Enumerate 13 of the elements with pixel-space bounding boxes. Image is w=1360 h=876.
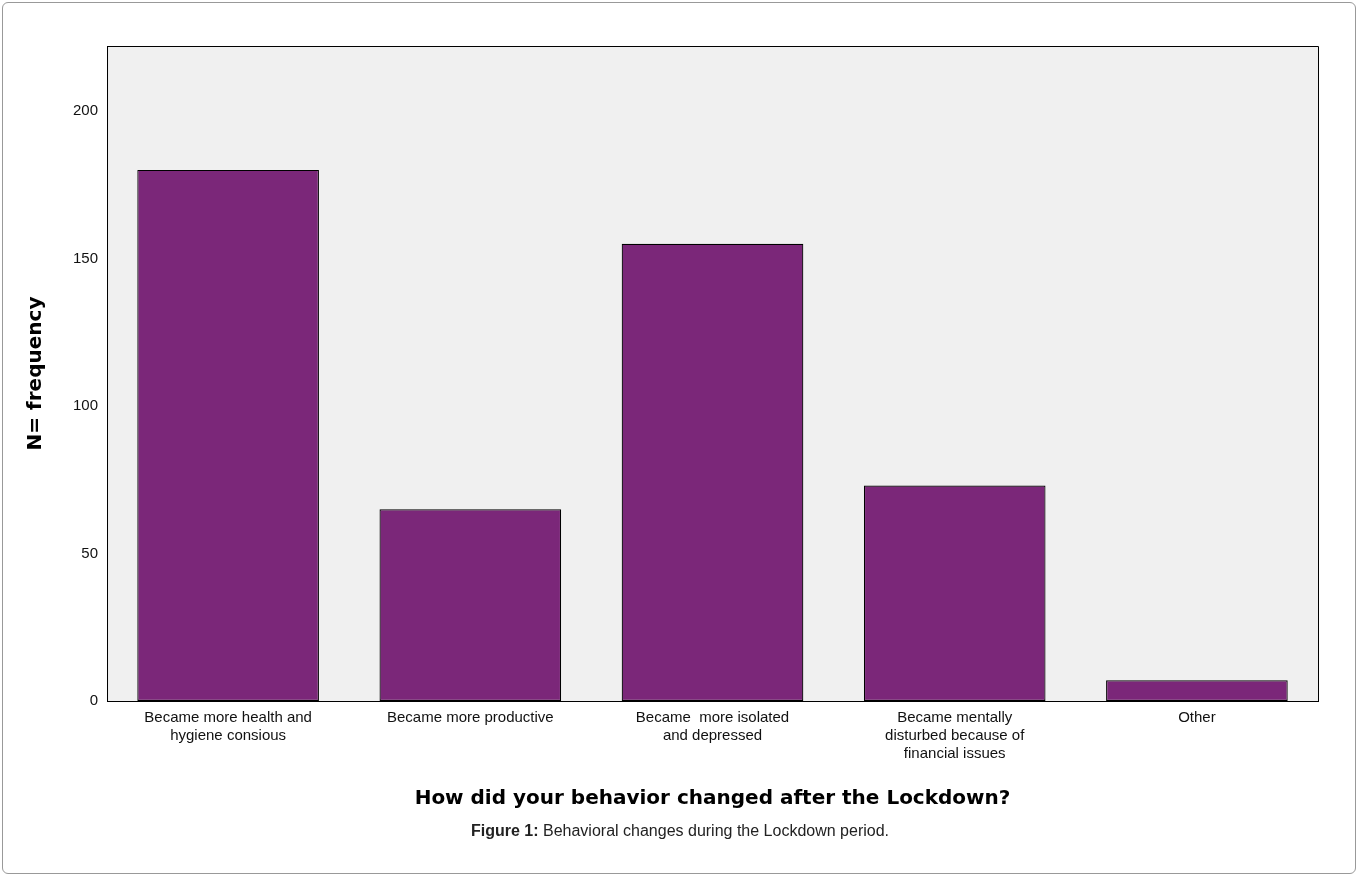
caption: Figure 1: Behavioral changes during the Lockdown period. bbox=[470, 822, 890, 840]
x-tick-label: Other bbox=[1178, 708, 1216, 726]
x-tick-label: Became more health and hygiene consious bbox=[144, 708, 312, 744]
y-tick-label: 150 bbox=[73, 248, 99, 266]
x-tick-label: Became mentally disturbed because of financial issues bbox=[885, 708, 1026, 762]
x-axis-title: How did your behavior changed after the Lockdown? bbox=[414, 785, 1011, 810]
x-tick-label: Became more isolated and depressed bbox=[635, 708, 790, 744]
y-tick-label: 100 bbox=[73, 396, 99, 414]
y-tick-label: 200 bbox=[73, 101, 99, 119]
x-tick-label: Became more productive bbox=[386, 708, 554, 726]
y-tick-label: 0 bbox=[89, 691, 99, 709]
y-axis-title: N= frequency bbox=[22, 296, 47, 451]
y-tick-label: 50 bbox=[81, 543, 99, 561]
